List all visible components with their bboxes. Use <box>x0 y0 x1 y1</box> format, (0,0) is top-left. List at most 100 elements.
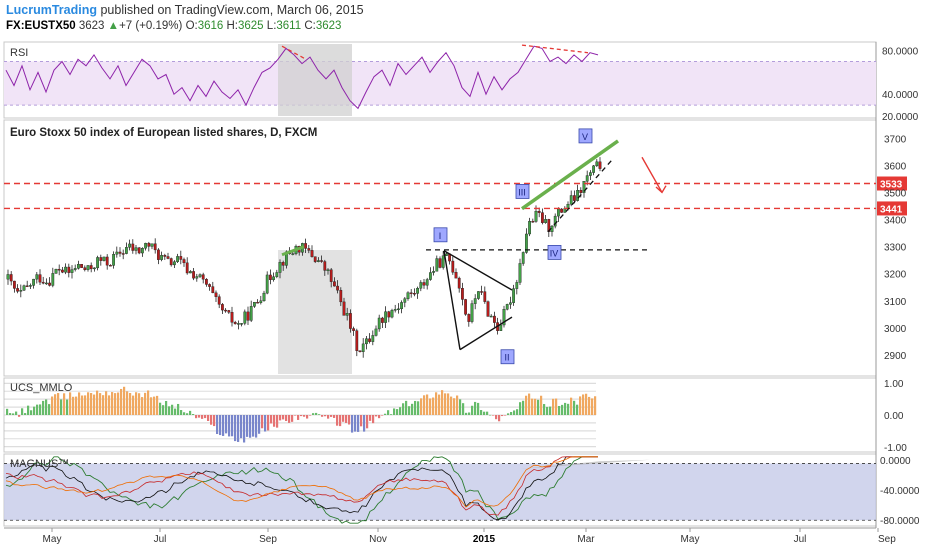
candle-body <box>569 195 573 205</box>
candle-body <box>163 255 167 257</box>
mmlo-bar <box>516 409 519 415</box>
candle-body <box>291 253 295 255</box>
mmlo-bar <box>153 396 156 415</box>
rsi-pane-title: RSI <box>10 47 28 59</box>
mmlo-bar <box>309 415 312 416</box>
mmlo-bar <box>234 415 237 442</box>
mmlo-bar <box>54 394 57 415</box>
price-tick-3300: 3300 <box>884 243 907 254</box>
candle-body <box>64 266 68 273</box>
rsi-series-line <box>5 45 599 110</box>
candle-body <box>454 272 458 279</box>
candle-body <box>57 268 61 271</box>
low-value: 3611 <box>276 20 302 32</box>
candle-body <box>278 262 282 273</box>
mmlo-bar <box>9 413 12 415</box>
last-price: 3623 <box>78 20 105 32</box>
level-tag-0 <box>877 176 907 191</box>
candle-body <box>531 221 535 223</box>
candle-body <box>102 256 106 261</box>
price-axis[interactable] <box>876 42 932 550</box>
mmlo-bar <box>540 395 543 415</box>
mmlo-bar <box>591 398 594 415</box>
candle-body <box>352 328 355 331</box>
mmlo-bar <box>501 415 504 417</box>
candle-body <box>525 233 528 253</box>
magnus-line-3 <box>5 456 598 508</box>
mmlo-bar <box>294 415 297 416</box>
candle-body <box>582 181 586 193</box>
magnus-pane-title: MAGNUS™ <box>10 458 69 470</box>
mmlo-bar <box>552 398 555 415</box>
candle-body <box>499 324 503 331</box>
candle-body <box>240 323 243 325</box>
mmlo-bar <box>582 394 585 415</box>
mmlo-bar <box>465 412 468 415</box>
mmlo-bar <box>192 414 195 415</box>
candle-body <box>272 276 275 280</box>
y-axis-labels: 80.0000 40.0000 20.0000 3700 3600 3500 3400 330… <box>880 47 920 528</box>
mmlo-bar <box>300 415 303 417</box>
candle-body <box>32 278 36 286</box>
mmlo-bar <box>81 395 84 415</box>
author-link[interactable]: LucrumTrading <box>6 3 97 17</box>
candle-body <box>150 243 154 247</box>
high-value: 3625 <box>238 20 264 32</box>
mmlo-bar <box>417 401 420 415</box>
mmlo-bar <box>270 415 273 424</box>
mmlo-bar <box>255 415 258 438</box>
mmlo-bar <box>306 415 309 419</box>
candle-body <box>397 308 400 311</box>
candle-body <box>208 284 211 287</box>
mmlo-bar <box>57 393 60 415</box>
candle-body <box>515 282 519 289</box>
candle-body <box>76 264 80 269</box>
candle-body <box>576 190 580 201</box>
mmlo-bar <box>312 413 315 415</box>
mmlo-bar <box>48 404 51 415</box>
triangle-left <box>443 250 461 350</box>
mmlo-pane: UCS_MMLO <box>4 382 597 448</box>
candle-body <box>509 302 512 305</box>
mmlo-bar <box>147 390 150 415</box>
candle-body <box>92 267 96 270</box>
candle-body <box>96 257 100 269</box>
mmlo-bar <box>486 411 489 415</box>
candle-body <box>16 288 19 292</box>
mmlo-bar <box>423 395 426 415</box>
candle-body <box>310 250 314 257</box>
mmlo-bar <box>282 415 285 420</box>
mmlo-bar <box>198 415 201 418</box>
mmlo-bar <box>507 413 510 415</box>
candle-body <box>70 269 74 273</box>
wave-label-III: III <box>518 187 526 197</box>
mmlo-bar <box>471 405 474 415</box>
candle-body <box>368 338 371 342</box>
candle-body <box>464 299 467 315</box>
candle-body <box>153 243 157 251</box>
mmlo-bar <box>450 396 453 415</box>
x-tick-Sep-2: Sep <box>259 534 277 545</box>
mmlo-bar <box>177 403 180 415</box>
mmlo-bar <box>186 413 189 415</box>
mmlo-bar <box>243 415 246 443</box>
mmlo-bar <box>336 415 339 426</box>
mmlo-bar <box>258 415 261 434</box>
candle-body <box>214 292 218 297</box>
candle-body <box>505 304 509 310</box>
rsi-pane: RSI <box>4 44 876 116</box>
mmlo-bar <box>264 415 267 432</box>
mmlo-bar <box>354 415 357 432</box>
mmlo-bar <box>420 398 423 415</box>
candle-body <box>281 262 285 266</box>
candle-body <box>137 247 141 254</box>
mmlo-bar <box>180 410 183 415</box>
candle-body <box>147 242 151 247</box>
candle-body <box>477 291 480 299</box>
mmlo-bar <box>576 404 579 415</box>
wave-label-IV: IV <box>550 248 559 258</box>
candle-body <box>227 310 231 313</box>
mmlo-bar <box>288 415 291 423</box>
